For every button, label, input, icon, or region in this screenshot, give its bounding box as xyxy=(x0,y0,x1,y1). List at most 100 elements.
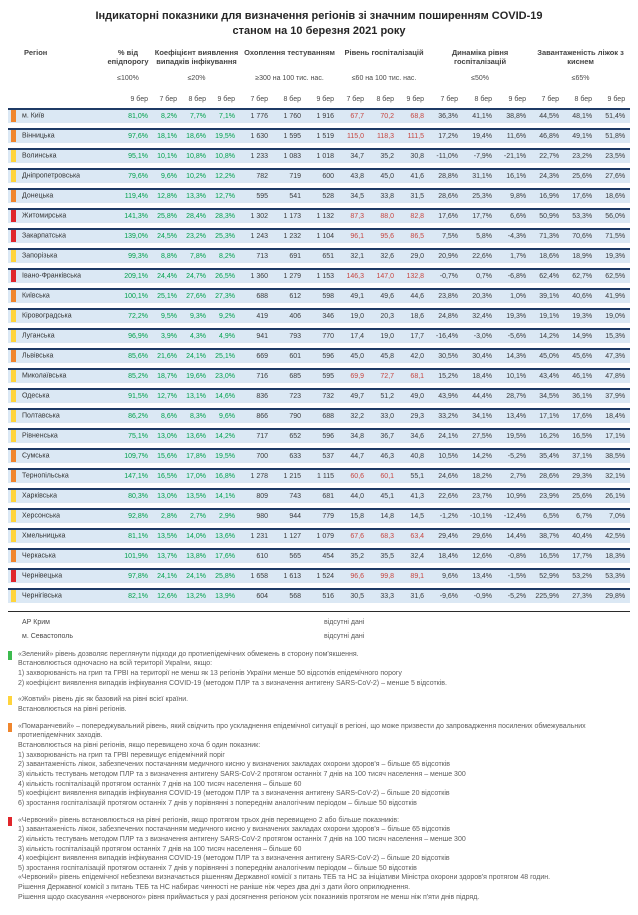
value-cell: 24,1% xyxy=(182,567,211,583)
value-cell: 36,7 xyxy=(369,427,400,443)
value-cell: -16,4% xyxy=(429,327,464,343)
value-cell: 35,2 xyxy=(339,547,370,563)
value-cell: 9,6% xyxy=(153,167,182,183)
no-data-row: м. Севастополь відсутні дані xyxy=(8,633,630,640)
legend-square-red xyxy=(8,816,12,826)
value-cell: 39,1% xyxy=(531,287,565,303)
region-cell: Закарпатська xyxy=(8,227,103,243)
value-cell: 2,7% xyxy=(497,467,532,483)
legend-text-orange: «Помаранчевий» – попереджувальний рівень… xyxy=(18,722,630,809)
value-cell: 30,5% xyxy=(429,347,464,363)
value-cell: 16,5% xyxy=(531,547,565,563)
value-cell: 688 xyxy=(306,407,340,423)
value-cell: 33,3 xyxy=(369,587,400,603)
value-cell: 51,8% xyxy=(597,127,631,143)
value-cell: 23,2% xyxy=(564,147,598,163)
value-cell: 782 xyxy=(240,167,274,183)
value-cell: 1 776 xyxy=(240,107,274,123)
value-cell: 9,3% xyxy=(182,307,211,323)
value-cell: 30,5 xyxy=(339,587,370,603)
value-cell: 29,0 xyxy=(399,247,430,263)
value-cell: 23,2% xyxy=(182,227,211,243)
value-cell: 28,6% xyxy=(429,187,464,203)
value-cell: 88,0 xyxy=(369,207,400,223)
value-cell: 565 xyxy=(273,547,307,563)
value-cell: 70,2 xyxy=(369,107,400,123)
value-cell: 46,8% xyxy=(531,127,565,143)
value-cell: 47,8% xyxy=(597,367,631,383)
region-cell: Київська xyxy=(8,287,103,303)
value-cell: 23,0% xyxy=(211,367,241,383)
value-cell: 37,9% xyxy=(597,387,631,403)
value-cell: 68,8 xyxy=(399,107,430,123)
value-cell: 17,8% xyxy=(182,447,211,463)
level-indicator-yellow xyxy=(11,430,16,443)
value-cell: 18,9% xyxy=(564,247,598,263)
value-cell: 16,8% xyxy=(211,467,241,483)
value-cell: 68,3 xyxy=(369,527,400,543)
value-cell: 1 760 xyxy=(273,107,307,123)
value-cell: 25,1% xyxy=(211,347,241,363)
value-cell: 1 083 xyxy=(273,147,307,163)
value-cell: 604 xyxy=(240,587,274,603)
value-cell: 225,9% xyxy=(531,587,565,603)
value-cell: 19,0% xyxy=(597,307,631,323)
value-cell: 9,8% xyxy=(497,187,532,203)
value-cell: 4,3% xyxy=(182,327,211,343)
value-cell: 53,3% xyxy=(597,567,631,583)
value-cell: 25,8% xyxy=(211,567,241,583)
value-cell: 14,4% xyxy=(497,527,532,543)
header-date-row: 9 бер 7 бер 8 бер 9 бер 7 бер 8 бер 9 бе… xyxy=(8,91,630,103)
level-indicator-orange xyxy=(11,350,16,363)
value-cell: 1 215 xyxy=(273,467,307,483)
value-cell: 49,1% xyxy=(564,127,598,143)
table-row: Львівська 85,6% 21,6% 24,1% 25,1% 669 601 596 45… xyxy=(8,347,631,363)
value-cell: 45,0 xyxy=(369,167,400,183)
value-cell: 41,6 xyxy=(399,167,430,183)
region-name: Дніпропетровська xyxy=(22,172,81,180)
threshold-detection: ≤20% xyxy=(187,74,206,82)
value-cell: 2,8% xyxy=(153,507,182,523)
value-cell: 598 xyxy=(306,287,340,303)
region-cell: Кіровоградська xyxy=(8,307,103,323)
date-label: 8 бер xyxy=(283,95,302,103)
table-row: Рівненська 75,1% 13,0% 13,6% 14,2% 717 652 596 3… xyxy=(8,427,631,443)
value-cell: 1 658 xyxy=(240,567,274,583)
table-row: Чернівецька 97,8% 24,1% 24,1% 25,8% 1 658 1 61… xyxy=(8,567,631,583)
value-cell: 8,2% xyxy=(211,247,241,263)
value-cell: 13,7% xyxy=(153,547,182,563)
value-cell: 47,3% xyxy=(597,347,631,363)
value-cell: 82,1% xyxy=(103,587,153,603)
value-cell: 17,1% xyxy=(531,407,565,423)
value-cell: 109,7% xyxy=(103,447,153,463)
table-row: м. Київ 81,0% 8,2% 7,7% 7,1% 1 776 1 760 1 916 6… xyxy=(8,107,631,123)
value-cell: 743 xyxy=(273,487,307,503)
value-cell: 26,1% xyxy=(597,487,631,503)
value-cell: 85,2% xyxy=(103,367,153,383)
value-cell: 17,6% xyxy=(429,207,464,223)
value-cell: 24,7% xyxy=(182,267,211,283)
value-cell: 118,3 xyxy=(369,127,400,143)
region-name: Тернопільська xyxy=(22,472,69,480)
value-cell: 30,8 xyxy=(399,147,430,163)
value-cell: 33,8 xyxy=(369,187,400,203)
level-indicator-orange xyxy=(11,450,16,463)
value-cell: 13,3% xyxy=(182,187,211,203)
value-cell: 20,3% xyxy=(463,287,498,303)
value-cell: 50,9% xyxy=(531,207,565,223)
value-cell: 809 xyxy=(240,487,274,503)
value-cell: -9,6% xyxy=(429,587,464,603)
region-cell: Рівненська xyxy=(8,427,103,443)
value-cell: 17,4 xyxy=(339,327,370,343)
value-cell: 13,1% xyxy=(182,387,211,403)
value-cell: 717 xyxy=(240,427,274,443)
value-cell: 43,8 xyxy=(339,167,370,183)
value-cell: 23,7% xyxy=(463,487,498,503)
no-data-row: АР Крим відсутні дані xyxy=(8,619,630,626)
region-cell: Вінницька xyxy=(8,127,103,143)
legend-line: Встановлюється на рівні регіонів. xyxy=(18,705,127,713)
legend-line: 3) кількість тестувань методом ПЛР та з … xyxy=(18,770,466,778)
table-row: Хмельницька 81,1% 13,5% 14,0% 13,6% 1 231 1 12… xyxy=(8,527,631,543)
table-row: Луганська 96,9% 3,9% 4,3% 4,9% 941 793 770 17,4 1… xyxy=(8,327,631,343)
value-cell: 49,6 xyxy=(369,287,400,303)
